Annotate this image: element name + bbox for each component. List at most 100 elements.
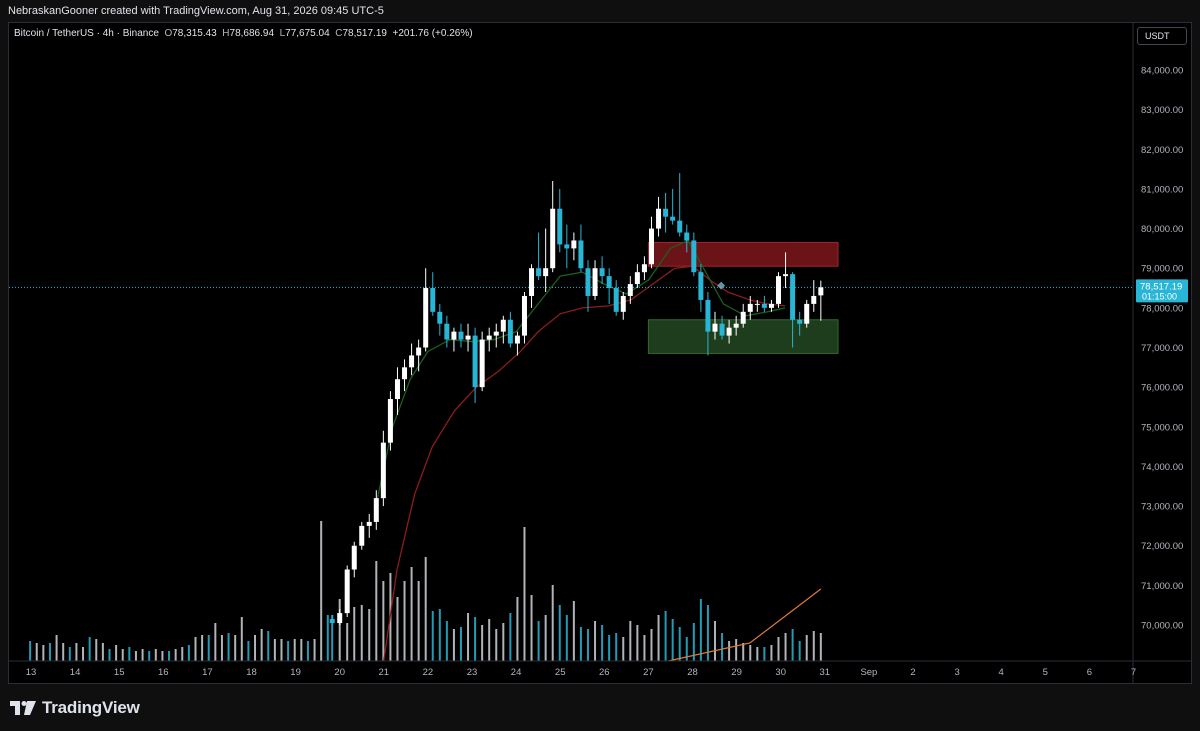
volume-bar bbox=[88, 637, 91, 661]
volume-bar bbox=[481, 625, 484, 661]
volume-bar bbox=[643, 635, 646, 661]
countdown-value: 01:15:00 bbox=[1142, 291, 1177, 301]
volume-bar bbox=[207, 635, 210, 661]
volume-bar bbox=[671, 619, 674, 661]
time-tick-label: 7 bbox=[1131, 667, 1136, 678]
time-tick-label: 19 bbox=[290, 667, 301, 678]
volume-bar bbox=[812, 631, 815, 661]
price-tick-label: 79,000.00 bbox=[1141, 264, 1183, 275]
volume-bar bbox=[417, 581, 420, 661]
volume-bar bbox=[431, 611, 434, 661]
candle-body bbox=[359, 525, 365, 546]
candle-body bbox=[380, 442, 386, 499]
volume-bar bbox=[516, 597, 519, 661]
time-tick-label: 15 bbox=[114, 667, 125, 678]
candle-body bbox=[536, 268, 542, 277]
candle-body bbox=[719, 323, 725, 336]
volume-bar bbox=[424, 557, 427, 661]
volume-bar bbox=[375, 561, 378, 661]
volume-bar bbox=[601, 625, 604, 661]
volume-bar bbox=[403, 581, 406, 661]
volume-bar bbox=[234, 635, 237, 661]
volume-bar bbox=[713, 621, 716, 661]
candle-body bbox=[754, 303, 760, 305]
candle-body bbox=[578, 240, 584, 269]
volume-bar bbox=[565, 615, 568, 661]
tradingview-logo-icon bbox=[10, 701, 36, 715]
volume-bar bbox=[777, 637, 780, 661]
volume-bar bbox=[530, 595, 533, 661]
volume-bar bbox=[615, 633, 618, 661]
volume-bar bbox=[48, 643, 51, 661]
high-key: H bbox=[222, 28, 230, 39]
volume-bar bbox=[101, 643, 104, 661]
volume-bar bbox=[108, 649, 111, 661]
time-tick-label: 29 bbox=[731, 667, 742, 678]
volume-bar bbox=[735, 639, 738, 661]
time-tick-label: 20 bbox=[334, 667, 345, 678]
candle-body bbox=[507, 319, 513, 344]
candle-body bbox=[768, 303, 774, 308]
volume-bar bbox=[579, 627, 582, 661]
candle-body bbox=[620, 295, 626, 312]
volume-bar bbox=[293, 639, 296, 661]
close-value: 78,517.19 bbox=[342, 28, 387, 39]
currency-button[interactable]: USDT bbox=[1137, 27, 1187, 45]
candle-body bbox=[705, 299, 711, 332]
volume-bar bbox=[260, 629, 263, 661]
high-value: 78,686.94 bbox=[229, 28, 275, 39]
candle-body bbox=[329, 619, 335, 624]
candle-body bbox=[797, 319, 803, 324]
volume-bar bbox=[622, 637, 625, 661]
volume-bar bbox=[474, 617, 477, 661]
chart-panel[interactable] bbox=[8, 22, 1192, 684]
time-tick-label: 21 bbox=[379, 667, 390, 678]
volume-bar bbox=[382, 581, 385, 661]
candle-body bbox=[423, 288, 429, 348]
candle-body bbox=[571, 240, 577, 249]
volume-bar bbox=[128, 647, 131, 661]
candle-body bbox=[521, 295, 527, 336]
volume-bar bbox=[756, 647, 759, 661]
volume-bar bbox=[629, 621, 632, 661]
volume-bar bbox=[819, 633, 822, 661]
time-tick-label: 4 bbox=[999, 667, 1004, 678]
volume-bar bbox=[141, 649, 144, 661]
marker-icon bbox=[717, 281, 726, 290]
price-tick-label: 75,000.00 bbox=[1141, 422, 1183, 433]
volume-bar bbox=[459, 627, 462, 661]
candles-layer bbox=[329, 173, 824, 625]
time-tick-label: 13 bbox=[26, 667, 37, 678]
candle-body bbox=[409, 355, 415, 368]
volume-bar bbox=[523, 527, 526, 661]
volume-bar bbox=[313, 639, 316, 661]
time-tick-label: 30 bbox=[775, 667, 786, 678]
time-tick-label: 26 bbox=[599, 667, 610, 678]
time-tick-label: 27 bbox=[643, 667, 654, 678]
volume-bar bbox=[608, 635, 611, 661]
candle-body bbox=[585, 268, 591, 296]
volume-bar bbox=[657, 615, 660, 661]
volume-bar bbox=[201, 635, 204, 661]
time-tick-label: 31 bbox=[820, 667, 831, 678]
volume-bar bbox=[95, 639, 98, 661]
volume-bar bbox=[240, 617, 243, 661]
volume-bar bbox=[685, 637, 688, 661]
candle-body bbox=[592, 268, 598, 296]
volume-bar bbox=[586, 629, 589, 661]
volume-bar bbox=[791, 629, 794, 661]
tradingview-logo[interactable]: TradingView bbox=[10, 697, 140, 719]
volume-bar bbox=[320, 521, 323, 661]
axes-layer: 84,000.00 83,000.00 82,000.00 81,000.00 80,0… bbox=[9, 23, 1191, 683]
candle-body bbox=[599, 268, 605, 277]
ema-fast-line bbox=[374, 239, 786, 511]
price-tick-label: 76,000.00 bbox=[1141, 383, 1183, 394]
candle-body bbox=[818, 287, 824, 296]
volume-bar bbox=[368, 609, 371, 661]
volume-bar bbox=[331, 615, 334, 661]
close-key: C bbox=[335, 28, 343, 39]
volume-bar bbox=[488, 619, 491, 661]
volume-bar bbox=[502, 623, 505, 661]
